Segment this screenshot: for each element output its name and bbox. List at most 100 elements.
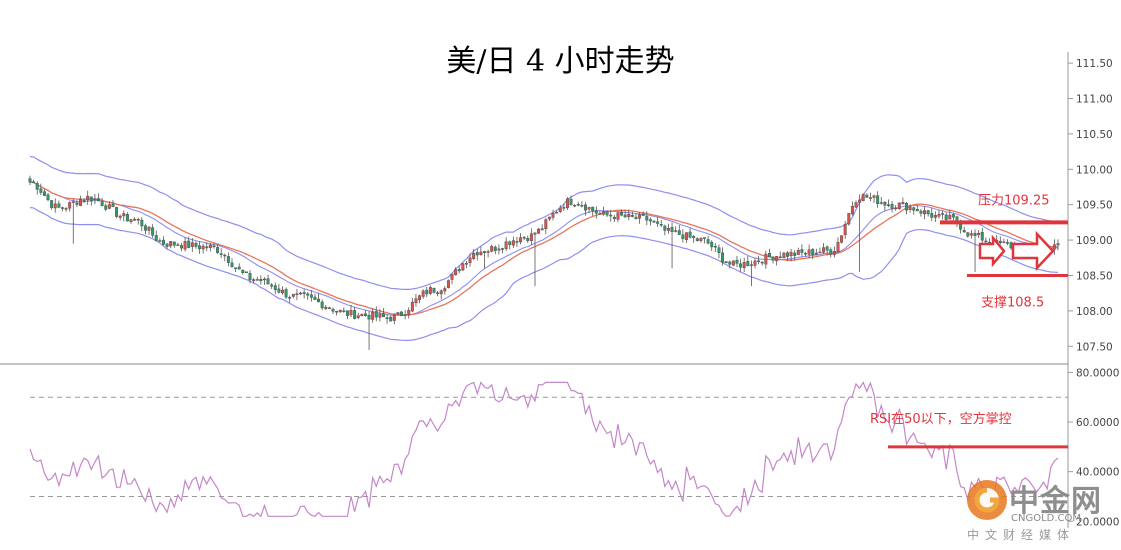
candle-body bbox=[872, 195, 876, 198]
candle-body bbox=[883, 201, 887, 206]
candle-body bbox=[454, 269, 458, 276]
candle-body bbox=[789, 251, 793, 257]
candle-body bbox=[699, 237, 703, 241]
candle-body bbox=[742, 262, 746, 269]
candle-body bbox=[1002, 241, 1006, 244]
candle-body bbox=[32, 181, 36, 184]
candle-body bbox=[248, 273, 252, 281]
candle-body bbox=[169, 241, 173, 247]
candle-body bbox=[645, 216, 649, 221]
candle-body bbox=[133, 218, 137, 221]
candle-body bbox=[468, 257, 472, 263]
candle-body bbox=[858, 199, 862, 203]
candle-body bbox=[57, 203, 61, 208]
candle-body bbox=[537, 228, 541, 234]
candle-body bbox=[180, 245, 183, 249]
candle-body bbox=[111, 203, 115, 208]
resistance-label: 压力109.25 bbox=[978, 193, 1050, 208]
candle-body bbox=[576, 204, 580, 206]
candle-body bbox=[425, 289, 429, 295]
candle-body bbox=[281, 289, 284, 294]
candle-body bbox=[212, 245, 216, 248]
candle-body bbox=[840, 235, 844, 243]
candle-body bbox=[969, 233, 973, 236]
bollinger-inner-line bbox=[29, 181, 1058, 317]
candle-body bbox=[771, 256, 775, 261]
candle-body bbox=[479, 251, 483, 255]
price-tick-label: 110.00 bbox=[1076, 164, 1113, 176]
candle-body bbox=[309, 294, 313, 298]
candle-body bbox=[335, 311, 339, 313]
candle-body bbox=[244, 271, 248, 274]
candle-body bbox=[843, 224, 847, 236]
candle-body bbox=[486, 251, 490, 253]
candle-body bbox=[331, 308, 335, 312]
candle-body bbox=[183, 241, 187, 250]
candle-body bbox=[926, 210, 930, 215]
candle-body bbox=[937, 213, 941, 217]
candle-body bbox=[724, 261, 728, 264]
candle-body bbox=[367, 314, 371, 320]
candle-body bbox=[670, 227, 674, 233]
candle-body bbox=[962, 230, 966, 233]
candle-body bbox=[306, 293, 310, 296]
candle-body bbox=[501, 248, 504, 250]
candle-body bbox=[414, 298, 418, 304]
trend-arrow-large-icon bbox=[1011, 230, 1055, 272]
price-tick-label: 109.50 bbox=[1076, 200, 1113, 212]
candle-body bbox=[421, 290, 425, 297]
candle-body bbox=[360, 313, 364, 316]
candle-body bbox=[717, 247, 721, 253]
candle-body bbox=[216, 247, 220, 253]
candle-body bbox=[392, 314, 396, 321]
candle-body bbox=[320, 301, 324, 309]
candle-body bbox=[382, 313, 385, 318]
candle-body bbox=[497, 248, 501, 251]
candle-body bbox=[544, 219, 548, 230]
candle-body bbox=[201, 245, 205, 250]
candle-body bbox=[432, 288, 436, 293]
candle-body bbox=[876, 195, 880, 204]
candle-body bbox=[349, 310, 353, 316]
candle-body bbox=[533, 232, 537, 235]
candle-body bbox=[28, 178, 32, 183]
candle-body bbox=[266, 278, 270, 285]
candle-body bbox=[897, 202, 901, 209]
candle-body bbox=[143, 225, 147, 231]
candle-body bbox=[612, 216, 616, 220]
candle-body bbox=[396, 312, 400, 315]
candle-body bbox=[677, 230, 681, 235]
candle-body bbox=[977, 232, 981, 236]
candle-body bbox=[353, 310, 357, 319]
candle-body bbox=[219, 253, 223, 255]
chart-title: 美/日 4 小时走势 bbox=[446, 44, 675, 79]
candle-body bbox=[107, 204, 111, 209]
candle-body bbox=[93, 198, 97, 201]
candle-body bbox=[259, 279, 263, 282]
candle-body bbox=[641, 213, 645, 216]
candle-body bbox=[818, 251, 822, 254]
candle-body bbox=[97, 198, 100, 202]
candle-body bbox=[1052, 244, 1056, 250]
candle-body bbox=[270, 284, 274, 287]
candle-body bbox=[125, 214, 129, 222]
candle-body bbox=[959, 223, 963, 230]
candle-body bbox=[901, 202, 905, 205]
candle-body bbox=[767, 253, 771, 258]
candle-body bbox=[338, 309, 342, 313]
candle-body bbox=[50, 200, 54, 208]
candle-body bbox=[363, 313, 367, 316]
candle-body bbox=[400, 311, 403, 316]
candle-body bbox=[324, 306, 328, 309]
candle-body bbox=[923, 210, 927, 215]
price-tick-label: 108.00 bbox=[1076, 306, 1113, 318]
cngold-logo-icon bbox=[967, 480, 1007, 520]
candle-body bbox=[61, 207, 64, 209]
candle-body bbox=[519, 237, 523, 243]
candle-body bbox=[894, 207, 898, 210]
candle-body bbox=[187, 240, 191, 248]
candle-body bbox=[288, 297, 292, 299]
candle-body bbox=[681, 234, 685, 240]
candle-body bbox=[464, 263, 468, 265]
